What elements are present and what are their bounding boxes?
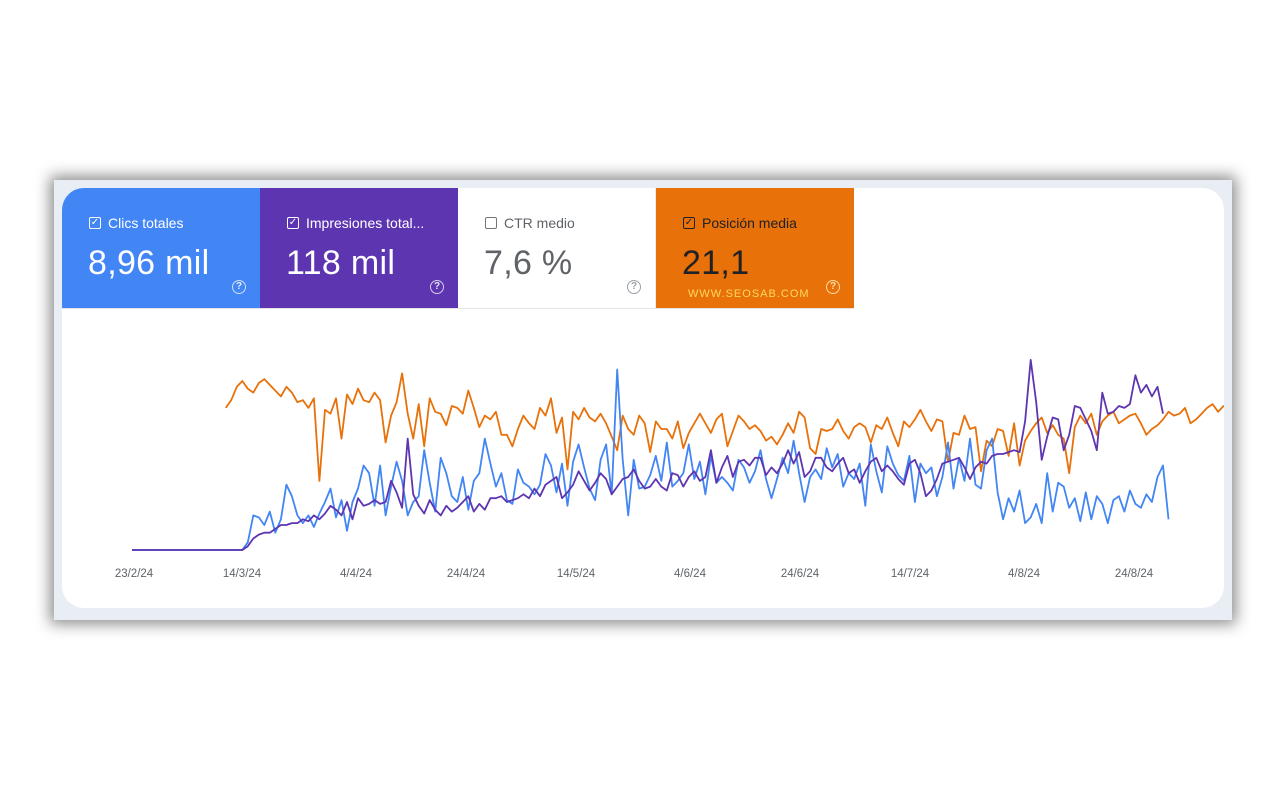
x-tick-label: 24/8/24 [1115,568,1154,580]
x-tick-label: 24/6/24 [781,568,820,580]
metric-tabs: ✓ Clics totales 8,96 mil ? ✓ Impresiones… [62,188,854,309]
metric-label-row: ✓ Clics totales [89,215,183,231]
series-line-impresiones-totales [132,359,1164,551]
x-tick-label: 4/8/24 [1008,568,1041,580]
help-icon[interactable]: ? [232,280,246,294]
metric-label: Posición media [702,215,797,231]
x-tick-label: 24/4/24 [447,568,486,580]
metric-label-row: CTR medio [485,215,575,231]
x-tick-label: 14/3/24 [223,568,262,580]
help-icon[interactable]: ? [430,280,444,294]
series-lines [132,359,1224,551]
x-tick-label: 4/6/24 [674,568,707,580]
metric-value: 21,1 [682,244,750,282]
metric-value: 8,96 mil [88,244,210,282]
metric-label-row: ✓ Impresiones total... [287,215,424,231]
x-axis: 23/2/24 14/3/24 4/4/24 24/4/24 14/5/24 4/6/24… [115,568,1154,580]
metric-card-position[interactable]: ✓ Posición media 21,1 WWW.SEOSAB.COM ? [656,188,854,309]
checkbox-ctr[interactable] [485,217,497,229]
x-tick-label: 14/7/24 [891,568,930,580]
metric-card-impressions[interactable]: ✓ Impresiones total... 118 mil ? [260,188,458,309]
series-line-clics-totales [132,368,1170,551]
checkbox-position[interactable]: ✓ [683,217,695,229]
metric-label: CTR medio [504,215,575,231]
metric-label-row: ✓ Posición media [683,215,797,231]
watermark: WWW.SEOSAB.COM [688,288,810,300]
metric-value: 7,6 % [484,244,573,282]
metric-card-ctr[interactable]: CTR medio 7,6 % ? [458,188,656,309]
help-icon[interactable]: ? [627,280,641,294]
x-tick-label: 4/4/24 [340,568,373,580]
metric-card-clicks[interactable]: ✓ Clics totales 8,96 mil ? [62,188,260,309]
checkbox-clicks[interactable]: ✓ [89,217,101,229]
performance-chart: 23/2/24 14/3/24 4/4/24 24/4/24 14/5/24 4/6/24… [115,359,1224,580]
x-tick-label: 23/2/24 [115,568,154,580]
checkbox-impressions[interactable]: ✓ [287,217,299,229]
metric-value: 118 mil [286,244,396,282]
metric-label: Clics totales [108,215,184,231]
series-line-posición-media [224,372,1224,482]
x-tick-label: 14/5/24 [557,568,596,580]
help-icon[interactable]: ? [826,280,840,294]
metric-label: Impresiones total... [306,215,425,231]
performance-card: ✓ Clics totales 8,96 mil ? ✓ Impresiones… [62,188,1224,608]
